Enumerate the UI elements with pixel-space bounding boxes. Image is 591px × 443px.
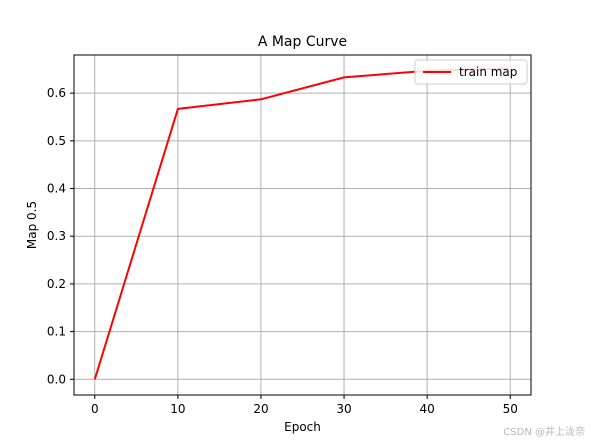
x-tick-label: 0	[91, 402, 99, 416]
y-tick-label: 0.5	[47, 134, 66, 148]
x-tick-label: 10	[170, 402, 185, 416]
x-tick-label: 30	[336, 402, 351, 416]
y-tick-label: 0.4	[47, 182, 66, 196]
legend: train map	[414, 59, 528, 85]
x-axis-label: Epoch	[284, 420, 321, 434]
y-tick-label: 0.2	[47, 277, 66, 291]
x-tick-label: 40	[419, 402, 434, 416]
x-tick-label: 20	[253, 402, 268, 416]
grid	[74, 55, 531, 395]
y-tick-label: 0.3	[47, 229, 66, 243]
y-tick-label: 0.0	[47, 372, 66, 386]
legend-box	[414, 59, 528, 85]
chart-title: A Map Curve	[258, 34, 347, 50]
legend-label-train-map: train map	[459, 65, 517, 79]
ticks: 0 10 20 30 40 50 0.0 0.1 0.2 0.3 0.4 0.5 0.6	[47, 86, 518, 416]
y-axis-label: Map 0.5	[25, 201, 39, 249]
y-tick-label: 0.1	[47, 325, 66, 339]
y-tick-label: 0.6	[47, 86, 66, 100]
x-tick-label: 50	[503, 402, 518, 416]
watermark: CSDN @井上泷奈	[503, 427, 585, 438]
plot-frame	[73, 54, 532, 396]
